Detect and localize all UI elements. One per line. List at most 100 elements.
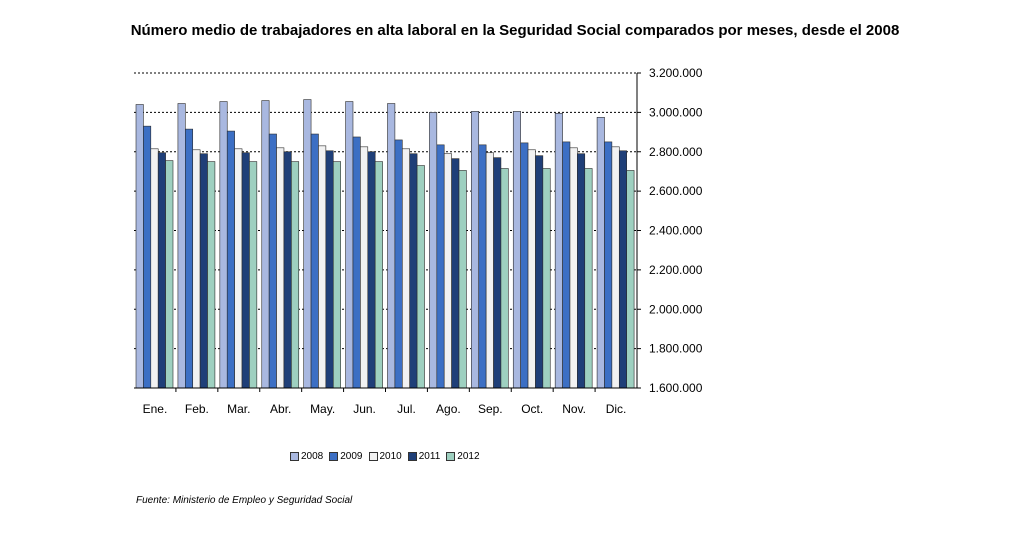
bar-2010-4	[318, 145, 327, 389]
bar-2008-4	[303, 99, 312, 389]
x-tick-label: Sep.	[478, 402, 503, 416]
chart-title: Número medio de trabajadores en alta lab…	[130, 22, 900, 39]
y-tick-label: 3.200.000	[649, 66, 703, 80]
bar-2009-5	[352, 136, 361, 389]
bar-2008-11	[596, 116, 605, 389]
bar-2011-9	[535, 155, 544, 389]
legend-item-2011: 2011	[407, 451, 441, 462]
x-tick-label: Abr.	[270, 402, 291, 416]
bars-layer	[135, 99, 635, 389]
legend-item-2010: 2010	[368, 451, 402, 462]
bar-2008-2	[219, 101, 228, 389]
bar-2010-0	[150, 148, 159, 389]
bar-2012-6	[416, 165, 425, 389]
x-tick-label: Nov.	[562, 402, 586, 416]
bar-2010-6	[401, 148, 410, 389]
bar-2009-4	[310, 133, 319, 389]
source-note: Fuente: Ministerio de Empleo y Seguridad…	[136, 495, 353, 506]
bar-2012-4	[332, 161, 341, 389]
bar-2010-3	[276, 147, 285, 389]
x-tick-label: Jul.	[397, 402, 416, 416]
bar-2012-5	[374, 161, 383, 389]
bar-2009-9	[520, 142, 529, 389]
axis-layer: 1.600.000 1.800.000 2.000.000 2.200.000 2.40…	[134, 66, 703, 416]
bar-2012-2	[249, 161, 258, 389]
bar-2009-6	[394, 139, 403, 389]
legend-swatch	[407, 452, 417, 461]
bar-2010-10	[569, 147, 578, 389]
x-tick-label: Ago.	[436, 402, 461, 416]
bar-2011-4	[325, 150, 334, 389]
bar-2008-7	[429, 112, 438, 389]
bar-2008-1	[177, 103, 186, 389]
legend-swatch	[368, 452, 378, 461]
bar-2008-10	[554, 113, 563, 389]
bar-2008-0	[135, 104, 144, 389]
bar-2012-7	[458, 170, 467, 389]
bar-2010-5	[360, 146, 369, 389]
bar-2010-11	[611, 146, 620, 389]
x-tick-label: Mar.	[227, 402, 250, 416]
x-tick-label: Ene.	[143, 402, 168, 416]
bar-2011-0	[157, 152, 166, 389]
bar-2008-6	[387, 103, 396, 389]
bar-2009-8	[478, 144, 487, 389]
bar-2012-1	[207, 161, 216, 389]
x-tick-label: May.	[310, 402, 335, 416]
y-tick-label: 3.000.000	[649, 105, 703, 119]
bar-2010-9	[527, 149, 536, 389]
bar-2010-7	[443, 153, 452, 389]
bar-2012-8	[500, 168, 509, 389]
y-tick-label: 2.600.000	[649, 184, 703, 198]
bar-2009-2	[226, 130, 235, 389]
bar-2011-7	[451, 158, 460, 389]
y-tick-label: 1.600.000	[649, 381, 703, 395]
bar-2012-9	[542, 168, 551, 389]
y-tick-label: 2.800.000	[649, 145, 703, 159]
bar-2008-9	[512, 111, 521, 389]
bar-2008-8	[471, 111, 480, 389]
bar-2011-3	[283, 151, 292, 389]
bar-2011-8	[493, 157, 502, 389]
x-tick-label: Feb.	[185, 402, 209, 416]
legend-item-2009: 2009	[329, 451, 363, 462]
legend-label: 2011	[418, 451, 441, 462]
bar-2009-10	[562, 141, 571, 389]
bar-2011-11	[618, 150, 627, 389]
bar-2011-10	[577, 153, 586, 389]
bar-2009-0	[143, 125, 152, 389]
legend-item-2012: 2012	[446, 451, 480, 462]
bar-2011-2	[241, 152, 250, 389]
legend-swatch	[329, 452, 339, 461]
bar-2011-1	[199, 153, 208, 389]
x-tick-label: Dic.	[606, 402, 627, 416]
y-tick-label: 2.000.000	[649, 302, 703, 316]
legend-label: 2008	[301, 451, 324, 462]
bar-2012-3	[291, 161, 300, 389]
legend-swatch	[446, 452, 456, 461]
x-tick-label: Oct.	[521, 402, 543, 416]
bar-2010-2	[234, 148, 243, 389]
y-tick-label: 2.400.000	[649, 224, 703, 238]
bar-2010-1	[192, 149, 201, 389]
legend: 2008 2009 2010 2011 2012	[290, 451, 480, 462]
y-tick-label: 1.800.000	[649, 342, 703, 356]
bar-2012-10	[584, 168, 593, 389]
y-tick-label: 2.200.000	[649, 263, 703, 277]
bar-2012-11	[626, 170, 635, 389]
bar-2009-1	[185, 128, 194, 389]
legend-swatch	[290, 452, 299, 461]
legend-label: 2010	[379, 451, 402, 462]
legend-item-2008: 2008	[290, 451, 323, 462]
bar-2009-3	[268, 133, 277, 389]
bar-2008-5	[345, 101, 354, 389]
legend-label: 2009	[340, 451, 363, 462]
legend-label: 2012	[457, 451, 480, 462]
bar-2012-0	[165, 160, 174, 389]
bar-2008-3	[261, 100, 270, 389]
bar-2011-5	[367, 151, 376, 389]
bar-2009-11	[604, 141, 613, 389]
bar-2011-6	[409, 153, 418, 389]
bar-2009-7	[436, 144, 445, 389]
